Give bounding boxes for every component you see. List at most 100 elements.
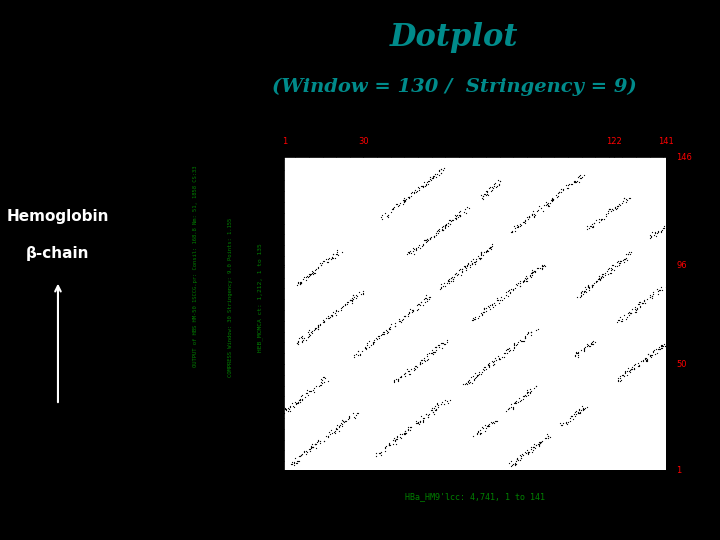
Point: [525, 269, 536, 278]
Point: [413, 184, 425, 192]
Point: [294, 279, 305, 288]
Point: [294, 396, 306, 404]
Point: [295, 333, 307, 342]
Point: [510, 457, 521, 465]
Point: [612, 201, 624, 210]
Point: [410, 188, 422, 197]
Point: [652, 228, 663, 237]
Point: [323, 432, 334, 441]
Point: [515, 456, 526, 464]
Point: [469, 374, 481, 382]
Point: [323, 314, 334, 322]
Point: [524, 270, 536, 279]
Point: [569, 409, 580, 418]
Point: [333, 423, 345, 431]
Point: [315, 380, 327, 389]
Point: [325, 311, 336, 320]
Point: [606, 264, 617, 273]
Point: [520, 334, 531, 342]
Point: [474, 367, 485, 376]
Point: [333, 421, 344, 430]
Point: [495, 177, 506, 186]
Point: [535, 264, 546, 272]
Point: [459, 262, 470, 271]
Point: [481, 187, 492, 196]
Point: [645, 233, 657, 241]
Point: [646, 350, 657, 359]
Point: [608, 261, 619, 269]
Point: [618, 194, 629, 202]
Point: [492, 352, 504, 361]
Point: [408, 305, 419, 314]
Point: [348, 409, 359, 417]
Point: [527, 266, 539, 274]
Point: [403, 248, 415, 256]
Point: [297, 395, 308, 403]
Point: [433, 225, 445, 233]
Point: [522, 329, 534, 338]
Point: [493, 299, 505, 308]
Point: [390, 321, 401, 330]
Point: [560, 180, 572, 189]
Point: [574, 406, 585, 415]
Point: [515, 395, 526, 404]
Point: [421, 237, 433, 245]
Point: [428, 172, 439, 181]
Text: β-chain: β-chain: [26, 246, 90, 261]
Point: [611, 205, 622, 213]
Point: [360, 344, 372, 353]
Point: [487, 360, 499, 369]
Point: [375, 450, 387, 459]
Point: [467, 260, 478, 268]
Point: [304, 326, 315, 334]
Point: [305, 444, 317, 453]
Point: [301, 386, 312, 395]
Point: [526, 268, 538, 276]
Point: [431, 343, 442, 352]
Point: [517, 392, 528, 401]
Point: [399, 372, 410, 381]
Point: [294, 279, 306, 287]
Point: [508, 222, 520, 231]
Point: [317, 318, 328, 326]
Point: [391, 434, 402, 443]
Point: [518, 219, 530, 227]
Point: [296, 392, 307, 400]
Point: [352, 409, 364, 417]
Point: [314, 321, 325, 330]
Point: [656, 228, 667, 237]
Point: [337, 302, 348, 310]
Point: [586, 219, 598, 228]
Point: [504, 346, 516, 354]
Point: [302, 333, 313, 342]
Point: [330, 306, 341, 315]
Point: [472, 426, 484, 435]
Point: [420, 180, 431, 189]
Point: [600, 210, 612, 218]
Point: [331, 247, 343, 256]
Point: [305, 386, 317, 395]
Point: [631, 303, 642, 312]
Point: [579, 403, 590, 412]
Point: [498, 353, 510, 361]
Point: [546, 195, 557, 204]
Point: [444, 219, 456, 228]
Point: [485, 187, 497, 196]
Point: [483, 184, 495, 192]
Point: [414, 358, 426, 367]
Point: [505, 287, 516, 296]
Point: [308, 388, 320, 396]
Point: [480, 191, 492, 200]
Point: [426, 406, 438, 415]
Point: [419, 236, 431, 245]
Point: [393, 201, 405, 210]
Point: [345, 295, 356, 304]
Point: [632, 300, 644, 309]
Point: [478, 190, 490, 198]
Point: [308, 268, 320, 277]
Point: [536, 264, 548, 272]
Point: [639, 354, 651, 362]
Point: [334, 421, 346, 429]
Point: [326, 312, 338, 320]
Point: [438, 340, 450, 348]
